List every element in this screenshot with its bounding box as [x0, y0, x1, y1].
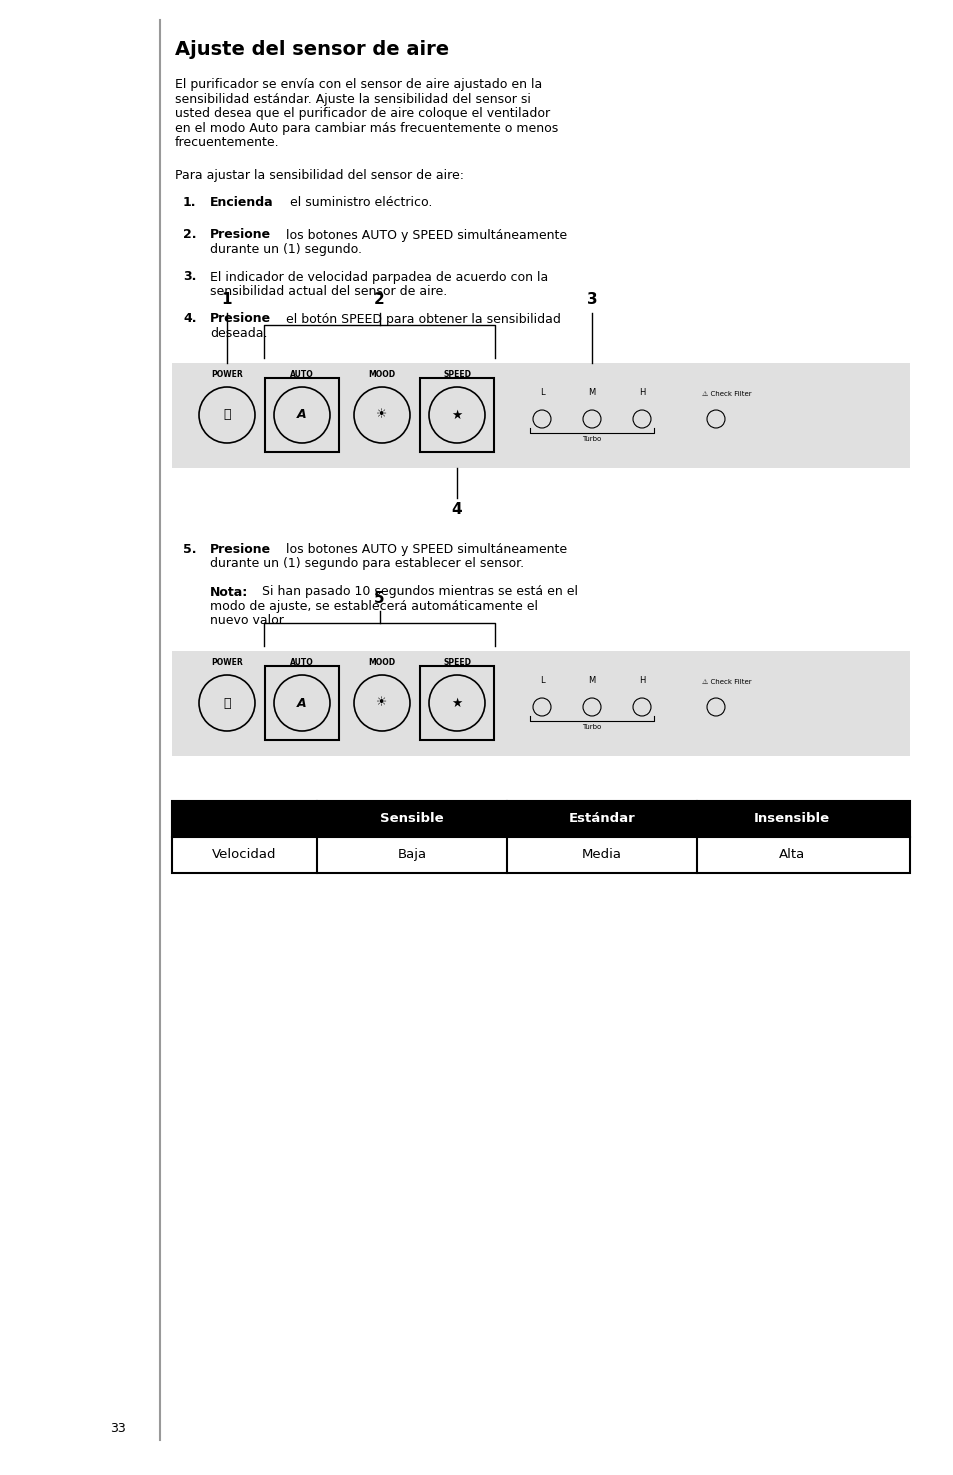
Text: 2.: 2. [183, 229, 196, 242]
Text: MOOD: MOOD [368, 658, 395, 667]
Text: ⚠ Check Filter: ⚠ Check Filter [701, 391, 751, 397]
Text: ⏻: ⏻ [223, 696, 231, 709]
Bar [172, 801, 909, 836]
Text: los botones AUTO y SPEED simultáneamente: los botones AUTO y SPEED simultáneamente [282, 229, 566, 242]
Text: deseada.: deseada. [210, 327, 267, 341]
Text: durante un (1) segundo para establecer el sensor.: durante un (1) segundo para establecer e… [210, 558, 523, 569]
Text: Si han pasado 10 segundos mientras se está en el: Si han pasado 10 segundos mientras se es… [257, 586, 578, 599]
Text: H: H [639, 676, 644, 684]
Text: Para ajustar la sensibilidad del sensor de aire:: Para ajustar la sensibilidad del sensor … [174, 168, 463, 181]
Text: ★: ★ [451, 696, 462, 709]
Text: Encienda: Encienda [210, 196, 274, 209]
Text: MOOD: MOOD [368, 370, 395, 379]
Text: M: M [588, 388, 595, 397]
Text: Estándar: Estándar [568, 813, 635, 825]
Text: usted desea que el purificador de aire coloque el ventilador: usted desea que el purificador de aire c… [174, 108, 550, 119]
Text: Alta: Alta [778, 848, 804, 861]
Text: A: A [297, 409, 307, 422]
Text: sensibilidad actual del sensor de aire.: sensibilidad actual del sensor de aire. [210, 285, 447, 298]
Text: ⏻: ⏻ [223, 409, 231, 422]
Text: frecuentemente.: frecuentemente. [174, 136, 279, 149]
Text: Presione: Presione [210, 313, 271, 326]
Bar [419, 667, 494, 740]
Text: Insensible: Insensible [753, 813, 829, 825]
Text: durante un (1) segundo.: durante un (1) segundo. [210, 243, 361, 257]
Text: Presione: Presione [210, 229, 271, 242]
Text: ⚠ Check Filter: ⚠ Check Filter [701, 678, 751, 684]
Text: Ajuste del sensor de aire: Ajuste del sensor de aire [174, 40, 449, 59]
Text: ★: ★ [451, 409, 462, 422]
Bar [265, 378, 338, 451]
Text: POWER: POWER [211, 370, 243, 379]
Text: Turbo: Turbo [581, 437, 601, 442]
Text: Velocidad: Velocidad [212, 848, 276, 861]
Text: 1: 1 [221, 292, 232, 307]
Bar [419, 378, 494, 451]
Text: A: A [297, 696, 307, 709]
Text: Baja: Baja [397, 848, 426, 861]
Text: SPEED: SPEED [442, 370, 471, 379]
Text: SPEED: SPEED [442, 658, 471, 667]
Bar [172, 801, 909, 873]
Text: el botón SPEED para obtener la sensibilidad: el botón SPEED para obtener la sensibili… [282, 313, 560, 326]
Text: El purificador se envía con el sensor de aire ajustado en la: El purificador se envía con el sensor de… [174, 78, 541, 91]
Text: ☀: ☀ [376, 696, 387, 709]
Bar [172, 650, 909, 755]
Text: modo de ajuste, se establecerá automáticamente el: modo de ajuste, se establecerá automátic… [210, 600, 537, 614]
Text: 4.: 4. [183, 313, 196, 326]
Text: el suministro eléctrico.: el suministro eléctrico. [286, 196, 432, 209]
Text: M: M [588, 676, 595, 684]
Text: Presione: Presione [210, 543, 271, 556]
Text: 3.: 3. [183, 270, 196, 283]
Bar [172, 363, 909, 468]
Text: 5.: 5. [183, 543, 196, 556]
Bar [265, 667, 338, 740]
Text: Media: Media [581, 848, 621, 861]
Bar [172, 836, 909, 873]
Text: POWER: POWER [211, 658, 243, 667]
Text: AUTO: AUTO [290, 370, 314, 379]
Text: L: L [539, 676, 544, 684]
Text: 33: 33 [110, 1422, 126, 1435]
Text: H: H [639, 388, 644, 397]
Text: Nota:: Nota: [210, 586, 248, 599]
Text: Turbo: Turbo [581, 724, 601, 730]
Text: 2: 2 [374, 292, 384, 307]
Text: los botones AUTO y SPEED simultáneamente: los botones AUTO y SPEED simultáneamente [282, 543, 566, 556]
Text: 4: 4 [451, 503, 462, 518]
Text: sensibilidad estándar. Ajuste la sensibilidad del sensor si: sensibilidad estándar. Ajuste la sensibi… [174, 93, 530, 106]
Text: en el modo Auto para cambiar más frecuentemente o menos: en el modo Auto para cambiar más frecuen… [174, 121, 558, 134]
Text: nuevo valor.: nuevo valor. [210, 615, 287, 627]
Text: ☀: ☀ [376, 409, 387, 422]
Text: Sensible: Sensible [380, 813, 443, 825]
Text: El indicador de velocidad parpadea de acuerdo con la: El indicador de velocidad parpadea de ac… [210, 270, 548, 283]
Text: L: L [539, 388, 544, 397]
Text: 1.: 1. [183, 196, 196, 209]
Text: 3: 3 [586, 292, 597, 307]
Text: AUTO: AUTO [290, 658, 314, 667]
Text: 5: 5 [374, 590, 384, 606]
